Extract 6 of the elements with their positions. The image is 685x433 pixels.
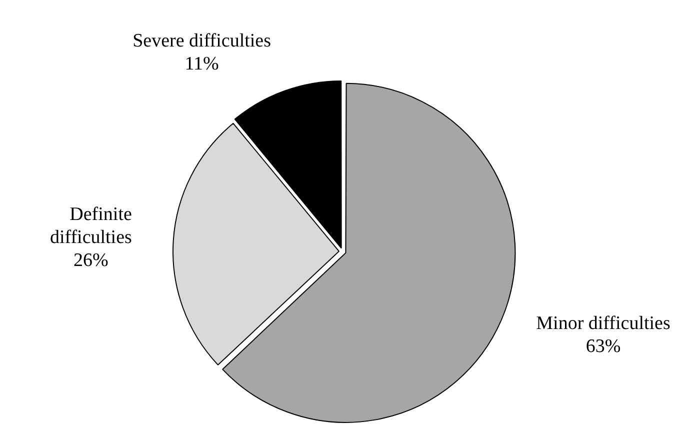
slice-label: Minor difficulties (536, 312, 670, 334)
data-label: 63% (586, 336, 621, 357)
slice-label: Severe difficulties (132, 30, 272, 52)
data-label: 11% (184, 53, 220, 74)
data-label: 26% (74, 250, 109, 272)
slice-label: Definite difficulties (50, 204, 132, 248)
